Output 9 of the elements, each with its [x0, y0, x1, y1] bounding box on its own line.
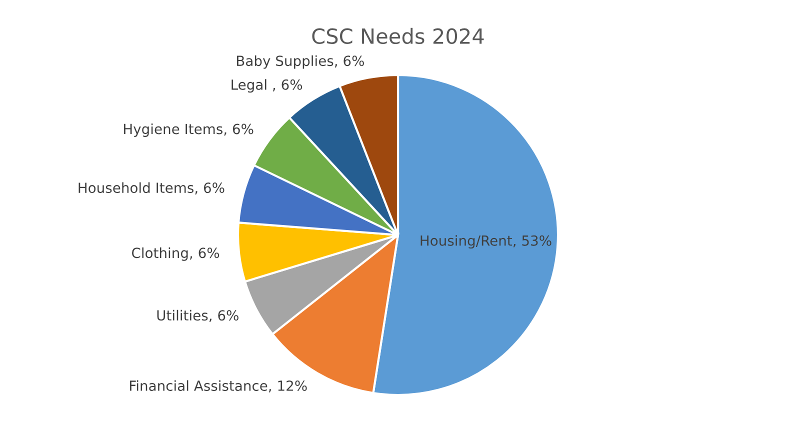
- slice-label: Utilities, 6%: [157, 310, 238, 322]
- slice-label: Clothing, 6%: [132, 247, 220, 261]
- slice-label: Hygiene Items, 6%: [124, 124, 254, 137]
- slice-label: Financial Assistance, 12%: [130, 380, 307, 392]
- slice-label: Baby Supplies, 6%: [237, 55, 364, 69]
- slice-label: Legal , 6%: [232, 79, 302, 93]
- chart-title: CSC Needs 2024: [312, 28, 484, 44]
- slice-label: Household Items, 6%: [78, 182, 224, 194]
- slice-label: Housing/Rent, 53%: [420, 235, 552, 249]
